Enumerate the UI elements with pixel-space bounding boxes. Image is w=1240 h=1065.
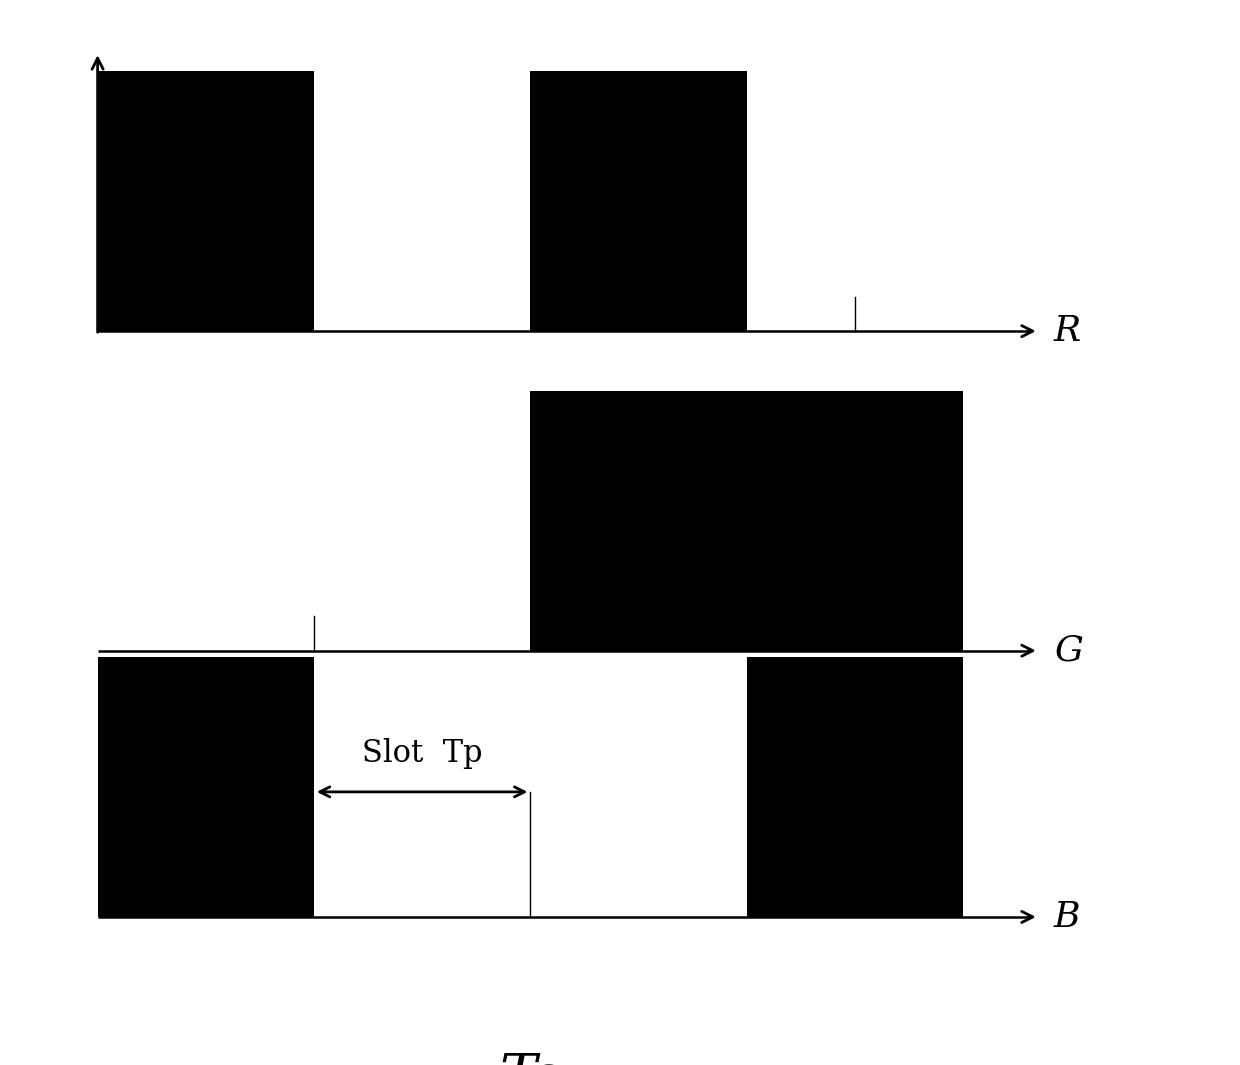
- Text: B: B: [1054, 900, 1080, 934]
- Bar: [98, 71, 314, 331]
- Bar: [531, 71, 746, 331]
- Text: R: R: [1054, 314, 1081, 348]
- Text: G: G: [1054, 634, 1083, 668]
- Bar: [98, 657, 314, 917]
- Text: Slot  Tp: Slot Tp: [362, 738, 482, 769]
- Text: Ts: Ts: [500, 1051, 560, 1065]
- Bar: [746, 657, 963, 917]
- Bar: [531, 391, 963, 651]
